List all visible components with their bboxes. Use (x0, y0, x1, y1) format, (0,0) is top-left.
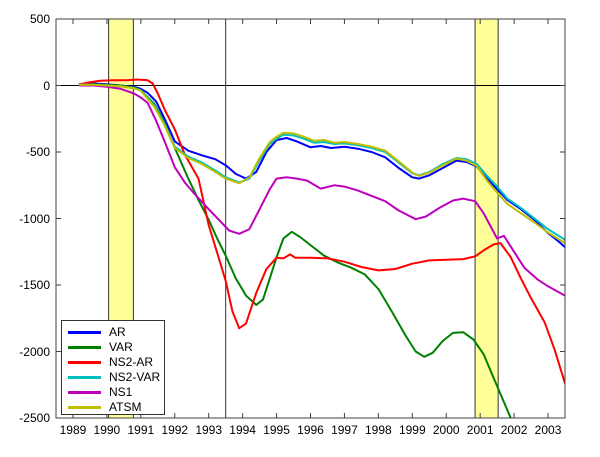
legend-line-swatch (68, 391, 101, 394)
legend-label: NS1 (109, 385, 133, 399)
x-tick-label: 1993 (195, 423, 223, 437)
y-tick-label: 500 (29, 12, 50, 26)
x-tick-label: 1989 (59, 423, 87, 437)
y-tick-label: -1000 (19, 211, 50, 226)
series-lines (78, 78, 565, 418)
x-tick-label: 1990 (93, 423, 121, 437)
y-tick-label: -2500 (19, 411, 50, 425)
y-tick-label: 0 (43, 78, 50, 93)
legend-line-swatch (68, 346, 101, 349)
x-tick-label: 1992 (161, 423, 189, 437)
series-line-ns1 (78, 84, 565, 297)
x-tick-label: 1996 (297, 423, 324, 437)
x-tick-label: 2001 (466, 423, 494, 437)
series-line-ns2-ar (78, 78, 565, 385)
y-tick-label: -500 (25, 145, 50, 159)
legend-row: ATSM (62, 400, 164, 415)
reference-lines (56, 19, 565, 418)
legend-line-swatch (68, 331, 101, 334)
x-tick-label: 2000 (432, 423, 460, 437)
x-tick-label: 1998 (365, 423, 392, 437)
legend: AR VAR NS2-AR NS2-VAR NS1 ATSM (61, 320, 165, 415)
y-tick-label: -1500 (19, 278, 50, 292)
legend-row: NS2-AR (62, 355, 164, 370)
legend-row: AR (62, 325, 164, 340)
legend-label: NS2-AR (109, 355, 154, 369)
shaded-recession-bands (108, 18, 499, 419)
legend-row: NS2-VAR (62, 370, 164, 385)
legend-line-swatch (68, 376, 101, 379)
x-tick-label: 1991 (127, 423, 155, 437)
legend-row: NS1 (62, 385, 164, 400)
x-tick-label: 1999 (398, 423, 426, 437)
x-tick-label: 1997 (331, 423, 358, 437)
x-tick-label: 2002 (500, 423, 528, 437)
legend-label: AR (109, 325, 126, 339)
legend-label: NS2-VAR (109, 370, 161, 384)
series-line-atsm (78, 83, 565, 245)
legend-line-swatch (68, 361, 101, 364)
legend-row: VAR (62, 340, 164, 355)
x-tick-label: 2003 (534, 423, 562, 437)
legend-line-swatch (68, 406, 101, 409)
x-tick-label: 1994 (229, 423, 256, 437)
x-tick-label: 1995 (263, 423, 290, 437)
legend-label: ATSM (109, 400, 142, 414)
legend-label: VAR (109, 340, 133, 354)
y-tick-label: -2000 (19, 344, 50, 359)
